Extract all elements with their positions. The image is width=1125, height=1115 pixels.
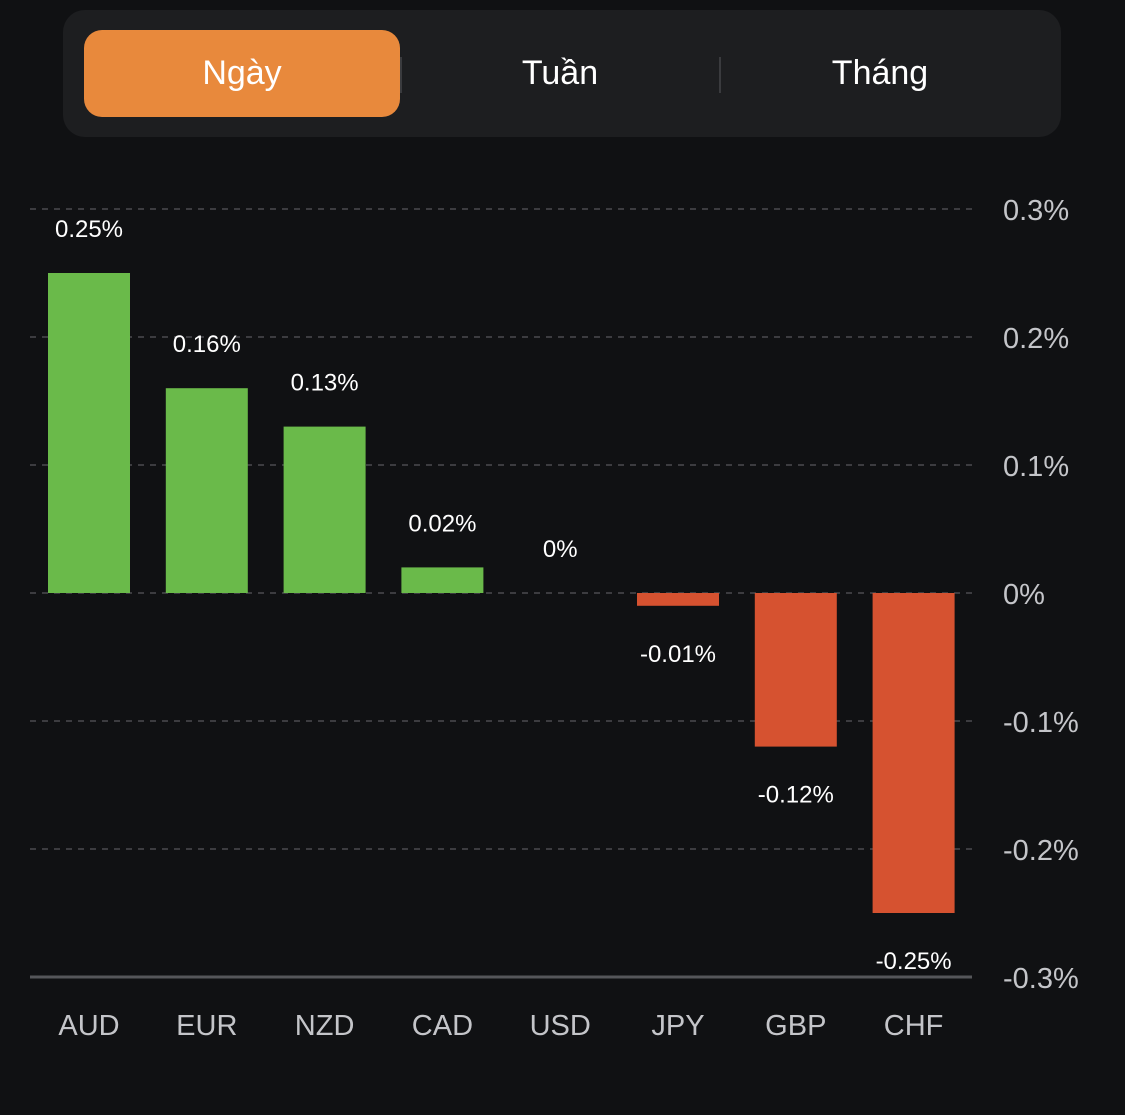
data-label-gbp: -0.12% xyxy=(758,782,834,809)
bar-eur[interactable] xyxy=(165,388,248,593)
x-tick-label-gbp: GBP xyxy=(765,1010,826,1042)
data-label-chf: -0.25% xyxy=(876,948,952,975)
tab-day[interactable]: Ngày xyxy=(84,30,400,117)
data-label-eur: 0.16% xyxy=(173,331,241,358)
x-tick-label-aud: AUD xyxy=(58,1010,119,1042)
x-tick-label-jpy: JPY xyxy=(651,1010,704,1042)
y-tick-label: -0.1% xyxy=(1003,707,1079,739)
data-label-usd: 0% xyxy=(543,536,578,563)
x-tick-label-eur: EUR xyxy=(176,1010,237,1042)
tab-divider xyxy=(719,57,721,93)
y-tick-label: -0.3% xyxy=(1003,963,1079,995)
data-label-nzd: 0.13% xyxy=(291,370,359,397)
bar-chf[interactable] xyxy=(872,593,955,913)
x-tick-label-nzd: NZD xyxy=(295,1010,355,1042)
data-label-cad: 0.02% xyxy=(408,510,476,537)
y-tick-label: 0.2% xyxy=(1003,323,1069,355)
bar-cad[interactable] xyxy=(401,567,484,593)
tab-divider xyxy=(400,57,402,93)
x-tick-label-cad: CAD xyxy=(412,1010,473,1042)
x-axis-ticks: AUD EUR NZD CAD USD JPY GBP CHF xyxy=(58,1010,943,1042)
y-tick-label: 0.1% xyxy=(1003,451,1069,483)
data-label-jpy: -0.01% xyxy=(640,641,716,668)
bar-jpy[interactable] xyxy=(637,593,719,606)
y-tick-label: 0% xyxy=(1003,579,1045,611)
tab-month[interactable]: Tháng xyxy=(831,54,929,92)
bar-gbp[interactable] xyxy=(754,593,837,747)
x-tick-label-usd: USD xyxy=(530,1010,591,1042)
tab-week[interactable]: Tuần xyxy=(521,54,599,92)
x-tick-label-chf: CHF xyxy=(884,1010,944,1042)
data-labels: 0.25% 0.16% 0.13% 0.02% 0% -0.01% -0.12% -0.25% xyxy=(55,216,952,975)
y-tick-label: 0.3% xyxy=(1003,195,1069,227)
period-segmented-control: Ngày Tuần Tháng xyxy=(63,10,1061,137)
y-tick-label: -0.2% xyxy=(1003,835,1079,867)
data-label-aud: 0.25% xyxy=(55,216,123,243)
y-axis-ticks: 0.3% 0.2% 0.1% 0% -0.1% -0.2% -0.3% xyxy=(1003,195,1079,995)
bar-nzd[interactable] xyxy=(283,426,366,593)
bars xyxy=(48,273,955,913)
bar-aud[interactable] xyxy=(48,273,130,593)
